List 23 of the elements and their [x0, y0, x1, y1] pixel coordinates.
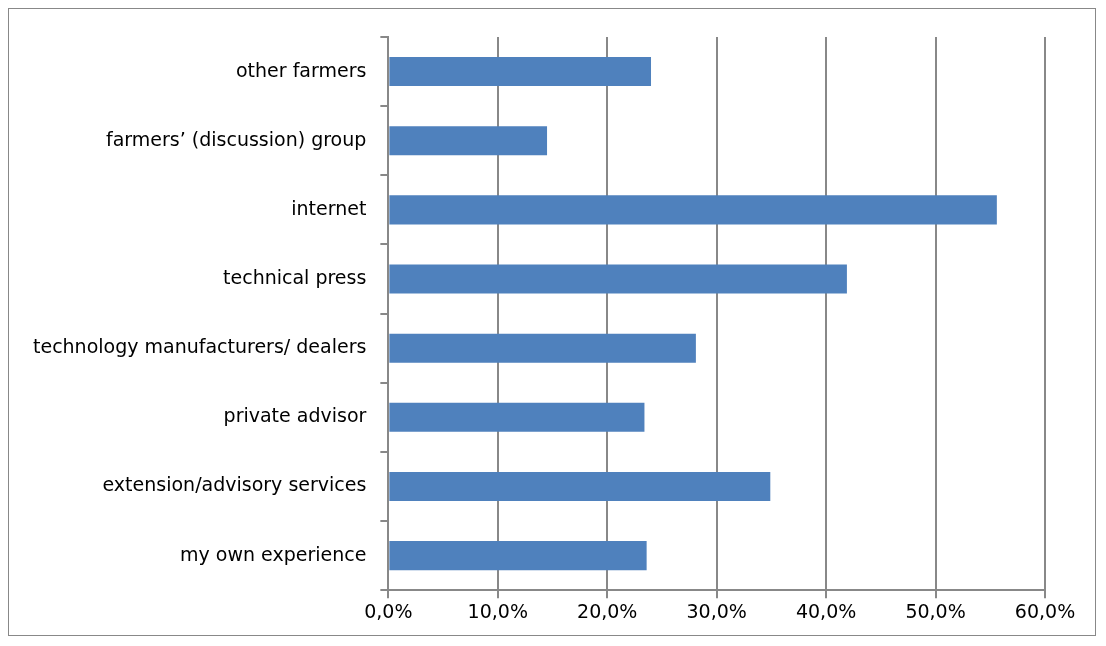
- bar: [389, 402, 645, 432]
- x-tick-label: 0,0%: [364, 599, 413, 622]
- bar: [389, 264, 847, 294]
- bar: [389, 57, 652, 87]
- y-tick-label: technical press: [223, 265, 367, 288]
- x-tick-label: 30,0%: [686, 599, 747, 622]
- bar: [389, 333, 696, 363]
- x-tick-label: 20,0%: [577, 599, 638, 622]
- bar: [389, 471, 771, 501]
- bar: [389, 541, 647, 571]
- x-tick-label: 40,0%: [795, 599, 857, 622]
- x-tick-label: 60,0%: [1014, 599, 1076, 622]
- bar: [389, 126, 548, 156]
- y-tick-label: private advisor: [223, 404, 367, 427]
- y-tick-label: farmers’ (discussion) group: [106, 127, 367, 150]
- y-tick-label: extension/advisory services: [102, 473, 367, 496]
- y-tick-label: other farmers: [235, 58, 367, 81]
- y-tick-label: internet: [291, 196, 367, 219]
- bar: [389, 195, 997, 225]
- y-tick-label: my own experience: [179, 542, 367, 565]
- x-tick-label: 50,0%: [905, 599, 966, 622]
- y-tick-label: technology manufacturers/ dealers: [32, 335, 367, 358]
- x-tick-label: 10,0%: [467, 599, 528, 622]
